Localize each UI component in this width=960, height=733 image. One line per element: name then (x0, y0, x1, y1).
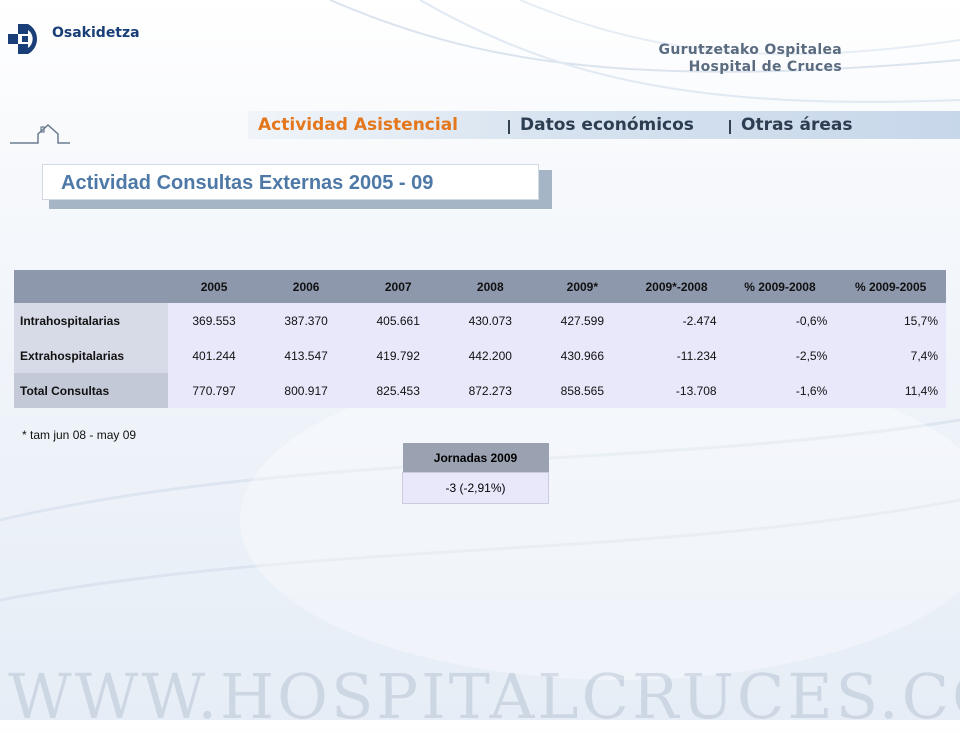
table-cell: -13.708 (628, 373, 725, 408)
table-cell: 800.917 (260, 373, 353, 408)
jornadas-table: Jornadas 2009 -3 (-2,91%) (402, 443, 549, 504)
table-header-cell: % 2009-2005 (835, 270, 946, 303)
table-cell: 442.200 (444, 338, 537, 373)
nav-bar (248, 111, 960, 139)
jornadas-value: -3 (-2,91%) (402, 472, 549, 504)
hospital-name-basque: Gurutzetako Ospitalea (658, 42, 842, 58)
hospital-name-spanish: Hospital de Cruces (688, 59, 842, 75)
table-row: Extrahospitalarias 401.244 413.547 419.7… (14, 338, 946, 373)
footnote: * tam jun 08 - may 09 (22, 428, 137, 442)
title-box: Actividad Consultas Externas 2005 - 09 (42, 164, 539, 200)
nav-separator (508, 120, 510, 134)
table-cell: 11,4% (835, 373, 946, 408)
table-header-cell (14, 270, 168, 303)
table-header-cell: 2005 (168, 270, 261, 303)
table-cell: -1,6% (724, 373, 836, 408)
table-row: Intrahospitalarias 369.553 387.370 405.6… (14, 303, 946, 338)
table-cell: 413.547 (260, 338, 353, 373)
osakidetza-logo-icon (8, 20, 48, 62)
table-cell: 825.453 (352, 373, 445, 408)
row-label: Extrahospitalarias (14, 338, 168, 373)
table-cell: 7,4% (835, 338, 946, 373)
table-header-cell: % 2009-2008 (724, 270, 836, 303)
row-label: Total Consultas (14, 373, 168, 408)
table-cell: 405.661 (352, 303, 445, 338)
nav-item-actividad-asistencial[interactable]: Actividad Asistencial (258, 115, 459, 135)
table-header-cell: 2009*-2008 (628, 270, 725, 303)
table-header-cell: 2008 (444, 270, 537, 303)
page-title: Actividad Consultas Externas 2005 - 09 (61, 172, 434, 194)
table-cell: 387.370 (260, 303, 353, 338)
hospital-name: Gurutzetako Ospitalea Hospital de Cruces (659, 42, 842, 76)
table-cell: -2,5% (724, 338, 836, 373)
table-cell: 419.792 (352, 338, 445, 373)
nav-separator (729, 120, 731, 134)
consultas-table: 2005 2006 2007 2008 2009* 2009*-2008 % 2… (14, 270, 946, 408)
table-cell: 430.966 (536, 338, 629, 373)
nav-item-otras-areas[interactable]: Otras áreas (741, 115, 853, 135)
table-header-cell: 2009* (536, 270, 629, 303)
table-header-row: 2005 2006 2007 2008 2009* 2009*-2008 % 2… (14, 270, 946, 303)
table-cell: 369.553 (168, 303, 261, 338)
row-label: Intrahospitalarias (14, 303, 168, 338)
table-row: -3 (-2,91%) (402, 472, 549, 504)
table-cell: 872.273 (444, 373, 537, 408)
nav-item-datos-economicos[interactable]: Datos económicos (520, 115, 694, 135)
table-cell: 15,7% (835, 303, 946, 338)
table-cell: -0,6% (724, 303, 836, 338)
table-cell: -11.234 (628, 338, 725, 373)
osakidetza-logo[interactable]: Osakidetza (8, 20, 140, 62)
home-icon[interactable] (10, 122, 70, 148)
table-header-cell: 2007 (352, 270, 445, 303)
table-header-row: Jornadas 2009 (402, 443, 549, 473)
table-cell: 858.565 (536, 373, 629, 408)
table-cell: 770.797 (168, 373, 261, 408)
jornadas-header: Jornadas 2009 (402, 443, 549, 473)
website-watermark: WWW.HOSPITALCRUCES.COM (8, 660, 960, 733)
logo-text: Osakidetza (52, 25, 140, 41)
table-cell: -2.474 (628, 303, 725, 338)
table-cell: 401.244 (168, 338, 261, 373)
table-header-cell: 2006 (260, 270, 353, 303)
table-row-total: Total Consultas 770.797 800.917 825.453 … (14, 373, 946, 408)
table-cell: 427.599 (536, 303, 629, 338)
table-cell: 430.073 (444, 303, 537, 338)
